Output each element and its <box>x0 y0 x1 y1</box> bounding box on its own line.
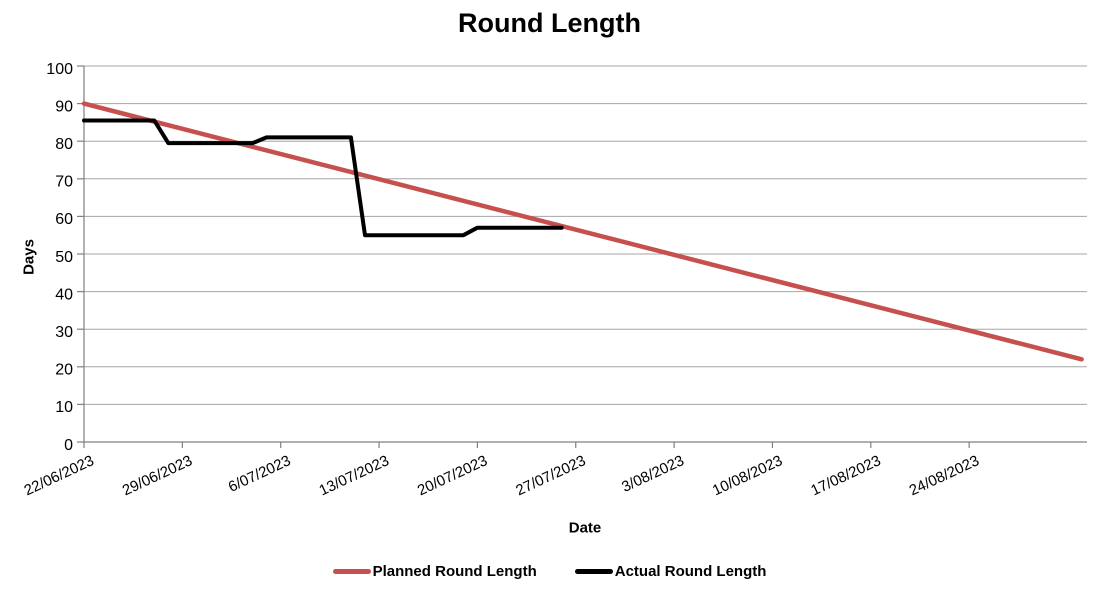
y-tick-label: 30 <box>55 324 73 341</box>
actual-line-swatch-icon <box>574 569 613 574</box>
chart-title: Round Length <box>458 8 641 38</box>
legend-label: Planned Round Length <box>372 563 537 580</box>
y-tick-label: 10 <box>55 399 73 416</box>
y-axis-title: Days <box>20 239 38 275</box>
y-tick-label: 80 <box>55 136 73 153</box>
x-axis-title: Date <box>568 519 602 537</box>
x-tick-label: 13/07/2023 <box>317 452 392 499</box>
x-tick-label: 10/08/2023 <box>710 452 785 499</box>
legend-item-actual-round-length: Actual Round Length <box>574 563 767 580</box>
planned-line-swatch-icon <box>332 569 371 574</box>
x-tick-label: 27/07/2023 <box>513 452 588 499</box>
y-tick-label: 90 <box>55 98 73 115</box>
x-tick-label: 6/07/2023 <box>226 452 294 496</box>
x-tick-label: 3/08/2023 <box>619 452 687 496</box>
y-tick-label: 40 <box>55 286 73 303</box>
x-tick-label: 22/06/2023 <box>21 452 96 499</box>
y-tick-label: 20 <box>55 362 73 379</box>
legend-item-planned-round-length: Planned Round Length <box>332 563 537 580</box>
x-tick-label: 20/07/2023 <box>415 452 490 499</box>
y-tick-label: 0 <box>64 437 73 454</box>
x-tick-label: 17/08/2023 <box>808 452 883 499</box>
x-tick-label: 29/06/2023 <box>120 452 195 499</box>
legend: Planned Round Length Actual Round Length <box>0 563 1099 580</box>
legend-label: Actual Round Length <box>614 563 767 580</box>
y-tick-label: 60 <box>55 211 73 228</box>
y-tick-label: 70 <box>55 174 73 191</box>
series-line-planned-round-length <box>81 101 1084 362</box>
series-line-actual-round-length <box>82 118 564 238</box>
x-tick-label: 24/08/2023 <box>907 452 982 499</box>
y-tick-label: 50 <box>55 249 73 266</box>
y-tick-label: 100 <box>46 61 73 78</box>
